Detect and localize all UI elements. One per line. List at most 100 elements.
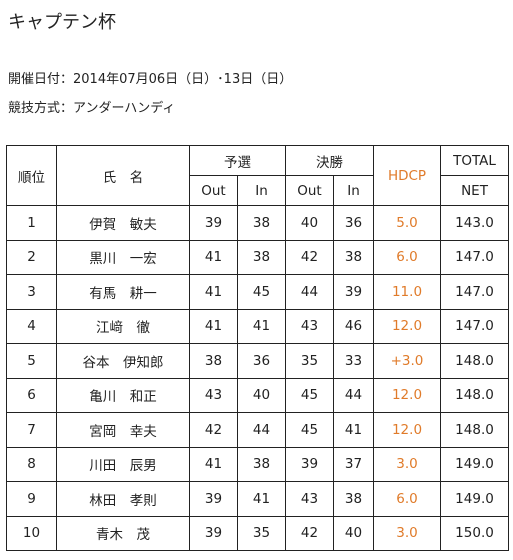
cell-prelim-in: 38 (237, 239, 286, 275)
cell-prelim-in: 38 (237, 205, 286, 241)
cell-prelim-in: 45 (237, 274, 286, 310)
cell-hdcp: +3.0 (373, 343, 441, 379)
cell-prelim-out: 42 (189, 412, 238, 448)
cell-prelim-in: 35 (237, 515, 286, 551)
cell-final-in: 37 (333, 446, 374, 482)
header-prelim-out: Out (189, 175, 238, 206)
cell-net: 148.0 (440, 377, 509, 413)
cell-hdcp: 5.0 (373, 205, 441, 241)
cell-net: 143.0 (440, 205, 509, 241)
header-prelim-in: In (237, 175, 286, 206)
cell-final-out: 45 (285, 412, 334, 448)
cell-name: 林田 孝則 (56, 481, 190, 517)
cell-name: 黒川 一宏 (56, 239, 190, 275)
cell-net: 147.0 (440, 239, 509, 275)
cell-rank: 8 (6, 446, 57, 482)
cell-rank: 5 (6, 343, 57, 379)
table-row: 7 宮岡 幸夫 42 44 45 41 12.0 148.0 (6, 412, 509, 448)
cell-prelim-in: 36 (237, 343, 286, 379)
cell-prelim-out: 39 (189, 481, 238, 517)
header-prelim: 予選 (189, 145, 286, 176)
cell-rank: 1 (6, 205, 57, 241)
cell-hdcp: 3.0 (373, 446, 441, 482)
cell-prelim-out: 41 (189, 274, 238, 310)
results-body: 1 伊賀 敏夫 39 38 40 36 5.0 143.0 2 黒川 一宏 41 38 42 38 6.0 1… (6, 205, 509, 551)
cell-final-in: 38 (333, 481, 374, 517)
cell-prelim-in: 38 (237, 446, 286, 482)
cell-prelim-in: 44 (237, 412, 286, 448)
cell-net: 150.0 (440, 515, 509, 551)
cell-name: 青木 茂 (56, 515, 190, 551)
table-row: 3 有馬 耕一 41 45 44 39 11.0 147.0 (6, 274, 509, 310)
cell-prelim-out: 38 (189, 343, 238, 379)
cell-final-out: 43 (285, 481, 334, 517)
cell-prelim-out: 41 (189, 446, 238, 482)
cell-rank: 2 (6, 239, 57, 275)
cell-name: 江﨑 徹 (56, 308, 190, 344)
cell-final-in: 36 (333, 205, 374, 241)
cell-rank: 4 (6, 308, 57, 344)
header-final-out: Out (285, 175, 334, 206)
header-total: TOTAL (440, 145, 509, 176)
cell-net: 149.0 (440, 481, 509, 517)
header-final: 決勝 (285, 145, 374, 176)
cell-rank: 7 (6, 412, 57, 448)
cell-final-in: 39 (333, 274, 374, 310)
cell-prelim-in: 41 (237, 481, 286, 517)
header-net: NET (440, 175, 509, 206)
cell-final-out: 43 (285, 308, 334, 344)
header-row-1: 順位 氏 名 予選 決勝 HDCP TOTAL (6, 145, 509, 206)
table-row: 1 伊賀 敏夫 39 38 40 36 5.0 143.0 (6, 205, 509, 241)
cell-prelim-in: 41 (237, 308, 286, 344)
cell-final-out: 42 (285, 515, 334, 551)
cell-net: 148.0 (440, 412, 509, 448)
page-title: キャプテン杯 (8, 12, 116, 33)
table-row: 2 黒川 一宏 41 38 42 38 6.0 147.0 (6, 239, 509, 275)
cell-rank: 3 (6, 274, 57, 310)
header-final-in: In (333, 175, 374, 206)
cell-prelim-out: 39 (189, 205, 238, 241)
cell-final-in: 33 (333, 343, 374, 379)
table-row: 6 亀川 和正 43 40 45 44 12.0 148.0 (6, 377, 509, 413)
cell-final-out: 45 (285, 377, 334, 413)
table-row: 8 川田 辰男 41 38 39 37 3.0 149.0 (6, 446, 509, 482)
cell-hdcp: 12.0 (373, 377, 441, 413)
header-row-2: Out In Out In NET (7, 175, 509, 206)
cell-rank: 6 (6, 377, 57, 413)
cell-rank: 10 (6, 515, 57, 551)
table-row: 5 谷本 伊知郎 38 36 35 33 +3.0 148.0 (6, 343, 509, 379)
competition-format: 競技方式：アンダーハンディ (8, 101, 176, 116)
cell-net: 148.0 (440, 343, 509, 379)
cell-final-out: 44 (285, 274, 334, 310)
cell-name: 谷本 伊知郎 (56, 343, 190, 379)
cell-name: 宮岡 幸夫 (56, 412, 190, 448)
results-table: 順位 氏 名 予選 決勝 HDCP TOTAL Out In Out In NE… (6, 145, 509, 551)
cell-prelim-out: 39 (189, 515, 238, 551)
cell-final-out: 42 (285, 239, 334, 275)
cell-final-out: 40 (285, 205, 334, 241)
cell-final-in: 38 (333, 239, 374, 275)
cell-net: 149.0 (440, 446, 509, 482)
cell-name: 川田 辰男 (56, 446, 190, 482)
header-rank: 順位 (6, 145, 57, 206)
cell-net: 147.0 (440, 274, 509, 310)
table-row: 10 青木 茂 39 35 42 40 3.0 150.0 (6, 515, 509, 551)
event-date: 開催日付：2014年07月06日（日）･13日（日） (8, 72, 293, 87)
cell-prelim-in: 40 (237, 377, 286, 413)
cell-prelim-out: 43 (189, 377, 238, 413)
cell-final-in: 40 (333, 515, 374, 551)
cell-name: 伊賀 敏夫 (56, 205, 190, 241)
cell-name: 有馬 耕一 (56, 274, 190, 310)
cell-hdcp: 12.0 (373, 412, 441, 448)
header-hdcp: HDCP (373, 145, 441, 206)
cell-final-out: 39 (285, 446, 334, 482)
cell-net: 147.0 (440, 308, 509, 344)
cell-final-in: 41 (333, 412, 374, 448)
cell-prelim-out: 41 (189, 308, 238, 344)
cell-hdcp: 12.0 (373, 308, 441, 344)
cell-hdcp: 11.0 (373, 274, 441, 310)
table-row: 4 江﨑 徹 41 41 43 46 12.0 147.0 (6, 308, 509, 344)
header-name: 氏 名 (56, 145, 190, 206)
table-row: 9 林田 孝則 39 41 43 38 6.0 149.0 (6, 481, 509, 517)
cell-hdcp: 3.0 (373, 515, 441, 551)
